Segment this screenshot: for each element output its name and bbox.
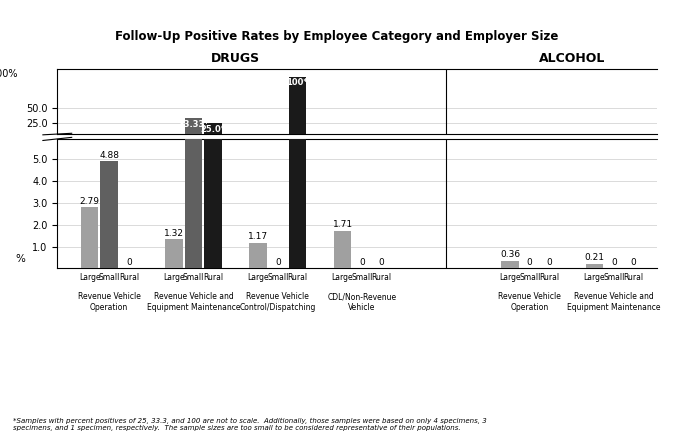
Text: 0: 0 <box>527 258 532 267</box>
Text: 0: 0 <box>631 258 636 267</box>
Text: Large: Large <box>584 273 605 282</box>
Text: Large: Large <box>163 273 185 282</box>
Text: Small: Small <box>519 273 541 282</box>
Text: *Samples with percent positives of 25, 33.3, and 100 are not to scale.  Addition: *Samples with percent positives of 25, 3… <box>13 417 487 431</box>
Text: Rural: Rural <box>203 273 223 282</box>
Text: 1.71: 1.71 <box>332 220 353 229</box>
Bar <box>288 77 306 139</box>
Bar <box>204 123 222 139</box>
Text: 2.79: 2.79 <box>80 197 100 206</box>
Text: 0: 0 <box>611 258 617 267</box>
Text: Rural: Rural <box>623 273 644 282</box>
Text: Rural: Rural <box>539 273 559 282</box>
Text: 0: 0 <box>126 258 131 267</box>
Text: Large: Large <box>499 273 521 282</box>
Text: Rural: Rural <box>119 273 139 282</box>
Text: CDL/Non-Revenue
Vehicle: CDL/Non-Revenue Vehicle <box>328 292 397 312</box>
Bar <box>204 0 222 268</box>
Text: 0.36: 0.36 <box>500 250 520 259</box>
Bar <box>185 0 202 268</box>
Bar <box>100 162 118 268</box>
Text: Rural: Rural <box>371 273 392 282</box>
Text: ALCOHOL: ALCOHOL <box>539 52 605 65</box>
Text: 100*: 100* <box>286 78 309 87</box>
Text: Small: Small <box>98 273 120 282</box>
Bar <box>165 239 183 268</box>
Text: %: % <box>16 254 25 264</box>
Text: Small: Small <box>267 273 288 282</box>
Text: Small: Small <box>603 273 625 282</box>
Bar <box>185 118 202 139</box>
Text: 1.32: 1.32 <box>164 229 184 238</box>
Text: 0: 0 <box>359 258 365 267</box>
Text: 0: 0 <box>547 258 552 267</box>
Text: 100%: 100% <box>0 69 18 79</box>
Text: Large: Large <box>332 273 353 282</box>
Text: 33.33*: 33.33* <box>178 120 209 129</box>
Text: Follow-Up Positive Rates by Employee Category and Employer Size: Follow-Up Positive Rates by Employee Cat… <box>115 30 559 43</box>
Bar <box>334 231 351 268</box>
Bar <box>334 138 351 139</box>
Text: Small: Small <box>183 273 204 282</box>
Text: Large: Large <box>247 273 269 282</box>
Bar <box>586 264 603 268</box>
Bar <box>249 138 267 139</box>
Bar <box>81 207 98 268</box>
Text: 0.21: 0.21 <box>584 253 605 262</box>
Bar <box>100 136 118 139</box>
Text: 0: 0 <box>275 258 280 267</box>
Text: DRUGS: DRUGS <box>211 52 260 65</box>
Text: Revenue Vehicle
Operation: Revenue Vehicle Operation <box>78 292 141 312</box>
Text: Rural: Rural <box>287 273 307 282</box>
Text: Revenue Vehicle
Operation: Revenue Vehicle Operation <box>498 292 561 312</box>
Bar <box>501 261 519 268</box>
Text: 0: 0 <box>379 258 385 267</box>
Text: 25.0*: 25.0* <box>200 125 226 134</box>
Text: Revenue Vehicle and
Equipment Maintenance: Revenue Vehicle and Equipment Maintenanc… <box>568 292 661 312</box>
Text: Revenue Vehicle
Control/Dispatching: Revenue Vehicle Control/Dispatching <box>240 292 316 312</box>
Bar <box>288 0 306 268</box>
Text: Small: Small <box>351 273 373 282</box>
Text: 4.88: 4.88 <box>99 151 119 160</box>
Text: Large: Large <box>79 273 100 282</box>
Bar <box>249 243 267 268</box>
Text: Revenue Vehicle and
Equipment Maintenance: Revenue Vehicle and Equipment Maintenanc… <box>147 292 241 312</box>
Text: 1.17: 1.17 <box>248 232 268 241</box>
Bar <box>165 138 183 139</box>
Bar <box>81 137 98 139</box>
